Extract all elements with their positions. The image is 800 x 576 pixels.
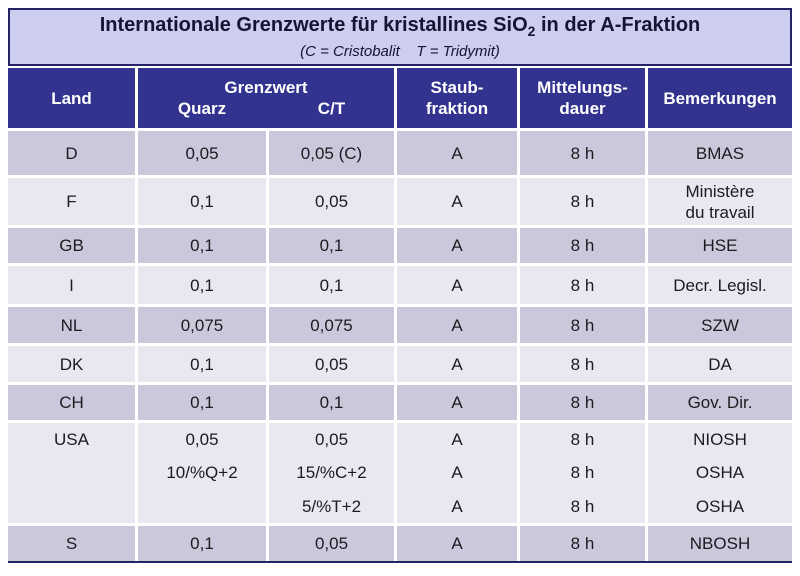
header-cell-mittelungsdauer: Mittelungs- dauer	[520, 68, 645, 128]
table-row: NL 0,075 0,075 A 8 h SZW	[8, 307, 792, 343]
header-cell-staubfraktion: Staub- fraktion	[397, 68, 517, 128]
cell-quarz: 0,1	[138, 385, 266, 420]
table-header-row: Land Grenzwert Quarz C/T Staub- fraktion…	[8, 68, 792, 128]
cell-land: DK	[8, 346, 135, 382]
header-cell-grenzwert: Grenzwert Quarz C/T	[138, 68, 394, 128]
table-row: DK 0,1 0,05 A 8 h DA	[8, 346, 792, 382]
cell-staubfraktion: A	[397, 307, 517, 343]
limits-table: Internationale Grenzwerte für kristallin…	[8, 8, 792, 563]
table-row: I 0,1 0,1 A 8 h Decr. Legisl.	[8, 266, 792, 304]
table-row: S 0,1 0,05 A 8 h NBOSH	[8, 526, 792, 561]
cell-bemerkungen: NBOSH	[648, 526, 792, 561]
cell-mittelungsdauer: 8 h 8 h 8 h	[520, 423, 645, 523]
cell-staubfraktion: A	[397, 228, 517, 263]
cell-land: S	[8, 526, 135, 561]
header-cell-bemerkungen: Bemerkungen	[648, 68, 792, 128]
cell-mittelungsdauer: 8 h	[520, 178, 645, 225]
header-cell-ct: C/T	[317, 99, 346, 118]
cell-ct: 0,1	[269, 385, 394, 420]
cell-ct: 0,1	[269, 228, 394, 263]
cell-staubfraktion: A	[397, 131, 517, 175]
cell-land: USA	[8, 423, 135, 523]
cell-ct: 0,05 (C)	[269, 131, 394, 175]
cell-bemerkungen: HSE	[648, 228, 792, 263]
cell-quarz: 0,1	[138, 266, 266, 304]
cell-bemerkungen: SZW	[648, 307, 792, 343]
cell-land: CH	[8, 385, 135, 420]
page-title: Internationale Grenzwerte für kristallin…	[99, 14, 701, 39]
cell-mittelungsdauer: 8 h	[520, 385, 645, 420]
header-grenzwert-label: Grenzwert	[224, 78, 308, 97]
table-body: D 0,05 0,05 (C) A 8 h BMAS F 0,1 0,05 A …	[8, 131, 792, 561]
cell-quarz: 0,1	[138, 228, 266, 263]
cell-staubfraktion: A	[397, 526, 517, 561]
cell-mittelungsdauer: 8 h	[520, 228, 645, 263]
cell-bemerkungen: NIOSH OSHA OSHA	[648, 423, 792, 523]
cell-mittelungsdauer: 8 h	[520, 526, 645, 561]
cell-land: GB	[8, 228, 135, 263]
cell-mittelungsdauer: 8 h	[520, 346, 645, 382]
cell-bemerkungen: Ministère du travail	[648, 178, 792, 225]
table-row: F 0,1 0,05 A 8 h Ministère du travail	[8, 178, 792, 225]
cell-quarz: 0,1	[138, 346, 266, 382]
cell-staubfraktion: A	[397, 178, 517, 225]
header-grenzwert-subcolumns: Quarz C/T	[138, 98, 394, 119]
cell-land: D	[8, 131, 135, 175]
header-cell-land: Land	[8, 68, 135, 128]
table-row: GB 0,1 0,1 A 8 h HSE	[8, 228, 792, 263]
cell-land: F	[8, 178, 135, 225]
header-cell-quarz: Quarz	[177, 99, 227, 118]
cell-ct: 0,05	[269, 178, 394, 225]
cell-staubfraktion: A A A	[397, 423, 517, 523]
cell-mittelungsdauer: 8 h	[520, 266, 645, 304]
cell-mittelungsdauer: 8 h	[520, 131, 645, 175]
cell-ct: 0,05	[269, 346, 394, 382]
cell-staubfraktion: A	[397, 346, 517, 382]
cell-quarz: 0,075	[138, 307, 266, 343]
table-bottom-border	[8, 561, 792, 563]
cell-quarz: 0,1	[138, 526, 266, 561]
cell-bemerkungen: DA	[648, 346, 792, 382]
cell-bemerkungen: Decr. Legisl.	[648, 266, 792, 304]
cell-quarz: 0,05	[138, 131, 266, 175]
cell-ct: 0,1	[269, 266, 394, 304]
cell-quarz: 0,05 10/%Q+2	[138, 423, 266, 523]
cell-bemerkungen: BMAS	[648, 131, 792, 175]
page-subtitle: (C = Cristobalit T = Tridymit)	[300, 43, 500, 60]
cell-ct: 0,075	[269, 307, 394, 343]
table-row: USA 0,05 10/%Q+2 0,05 15/%C+2 5/%T+2 A A…	[8, 423, 792, 523]
cell-ct: 0,05	[269, 526, 394, 561]
cell-ct: 0,05 15/%C+2 5/%T+2	[269, 423, 394, 523]
cell-staubfraktion: A	[397, 385, 517, 420]
cell-quarz: 0,1	[138, 178, 266, 225]
title-bar: Internationale Grenzwerte für kristallin…	[8, 8, 792, 66]
cell-bemerkungen: Gov. Dir.	[648, 385, 792, 420]
cell-staubfraktion: A	[397, 266, 517, 304]
table-row: D 0,05 0,05 (C) A 8 h BMAS	[8, 131, 792, 175]
title-subscript: 2	[527, 23, 536, 39]
cell-land: NL	[8, 307, 135, 343]
cell-mittelungsdauer: 8 h	[520, 307, 645, 343]
table-row: CH 0,1 0,1 A 8 h Gov. Dir.	[8, 385, 792, 420]
cell-land: I	[8, 266, 135, 304]
